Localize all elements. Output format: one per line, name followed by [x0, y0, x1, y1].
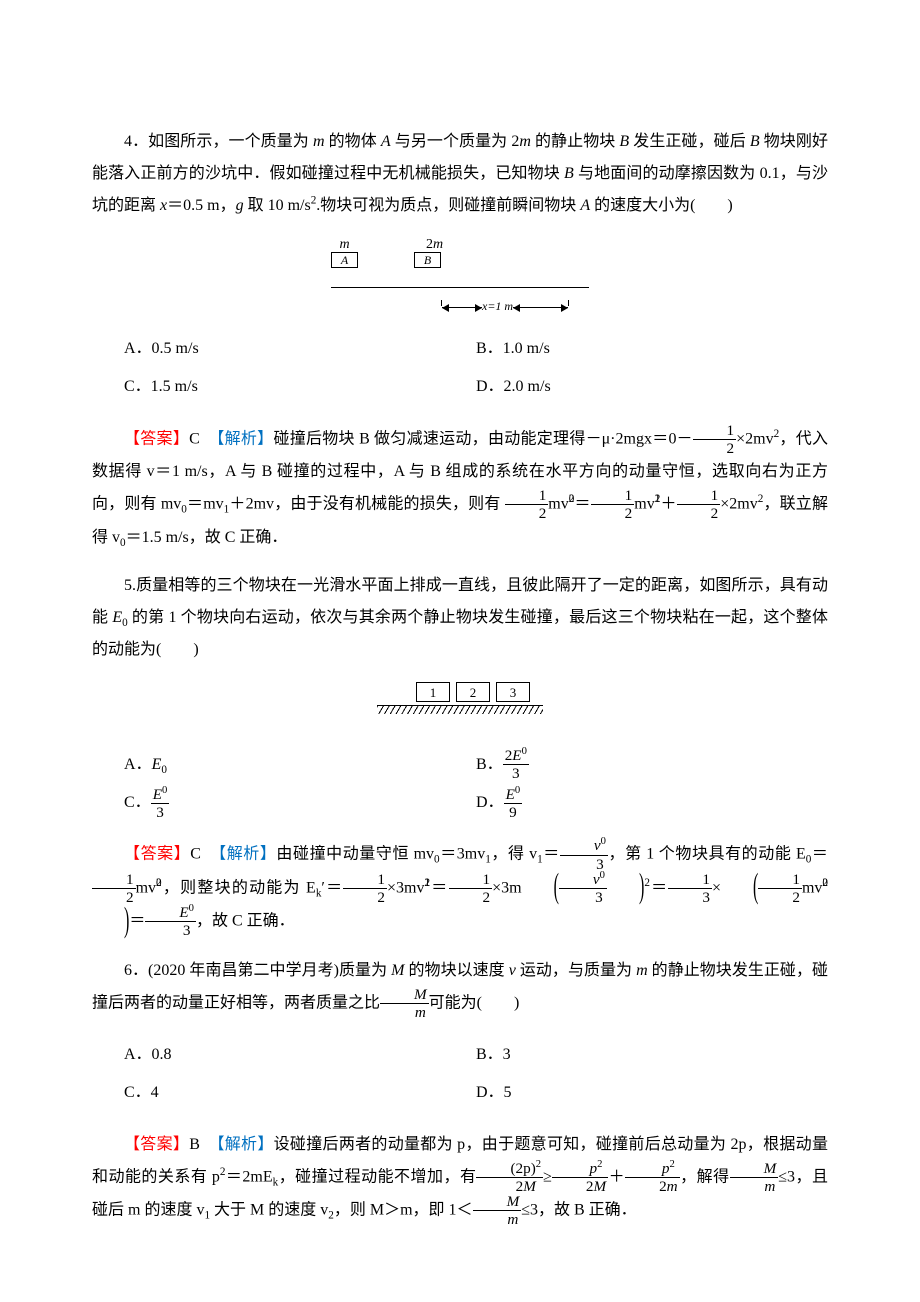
- q4-number: 4: [124, 133, 132, 150]
- q4-choice-c: C．1.5 m/s: [124, 368, 476, 406]
- q5-stem: 5.质量相等的三个物块在一光滑水平面上排成一直线，且彼此隔开了一定的距离，如图所…: [92, 570, 828, 666]
- analysis-label: 【解析】: [216, 430, 273, 447]
- q4-fig-box-b: B: [414, 252, 441, 268]
- q5-choice-d: D．E09: [476, 784, 828, 822]
- q5-choices: A．E0 B．2E03 C．E03 D．E09: [124, 746, 828, 823]
- q4-choice-d: D．2.0 m/s: [476, 368, 828, 406]
- q6-stem: 6．(2020 年南昌第二中学月考)质量为 M 的物块以速度 v 运动，与质量为…: [92, 955, 828, 1020]
- q6-choices: A．0.8 B．3 C．4 D．5: [124, 1036, 828, 1113]
- q5-choice-c: C．E03: [124, 784, 476, 822]
- q4-fig-label-2m: 2m: [421, 238, 448, 252]
- q5-choice-b: B．2E03: [476, 746, 828, 784]
- q5-choice-a: A．E0: [124, 746, 476, 784]
- q6-choice-d: D．5: [476, 1074, 828, 1112]
- q5-fig-hatch: [377, 706, 543, 714]
- q6-choice-b: B．3: [476, 1036, 828, 1074]
- q4-choices: A．0.5 m/s B．1.0 m/s C．1.5 m/s D．2.0 m/s: [124, 330, 828, 407]
- q4-fig-dim-label: x=1 m: [482, 299, 513, 313]
- q5-explanation: 【答案】C 【解析】由碰撞中动量守恒 mv0＝3mv1，得 v1＝v03，第 1…: [92, 838, 828, 938]
- q5-fig-box-3: 3: [496, 682, 530, 702]
- q4-fig-dim-arrow: [442, 307, 482, 308]
- answer-label: 【答案】: [124, 430, 189, 447]
- q4-choice-a: A．0.5 m/s: [124, 330, 476, 368]
- document-page: 4．如图所示，一个质量为 m 的物体 A 与另一个质量为 2m 的静止物块 B …: [0, 0, 920, 1284]
- q4-choice-b: B．1.0 m/s: [476, 330, 828, 368]
- q5-fig-box-2: 2: [456, 682, 490, 702]
- q4-fig-box-a: A: [331, 252, 358, 268]
- q5-number: 5: [124, 577, 132, 594]
- q5-fig-box-1: 1: [416, 682, 450, 702]
- q6-choice-c: C．4: [124, 1074, 476, 1112]
- q6-choice-a: A．0.8: [124, 1036, 476, 1074]
- q4-explanation: 【答案】C 【解析】碰撞后物块 B 做匀减速运动，由动能定理得－μ·2mgx＝0…: [92, 423, 828, 554]
- q6-number: 6: [124, 962, 132, 979]
- q4-fig-label-m: m: [331, 238, 358, 252]
- q5-figure: 123: [92, 682, 828, 738]
- q6-explanation: 【答案】B 【解析】设碰撞后两者的动量都为 p，由于题意可知，碰撞前后总动量为 …: [92, 1129, 828, 1228]
- q4-figure: m 2m A B x=1 m: [92, 238, 828, 322]
- q4-fig-ground: [331, 287, 589, 288]
- q4-stem: 4．如图所示，一个质量为 m 的物体 A 与另一个质量为 2m 的静止物块 B …: [92, 126, 828, 222]
